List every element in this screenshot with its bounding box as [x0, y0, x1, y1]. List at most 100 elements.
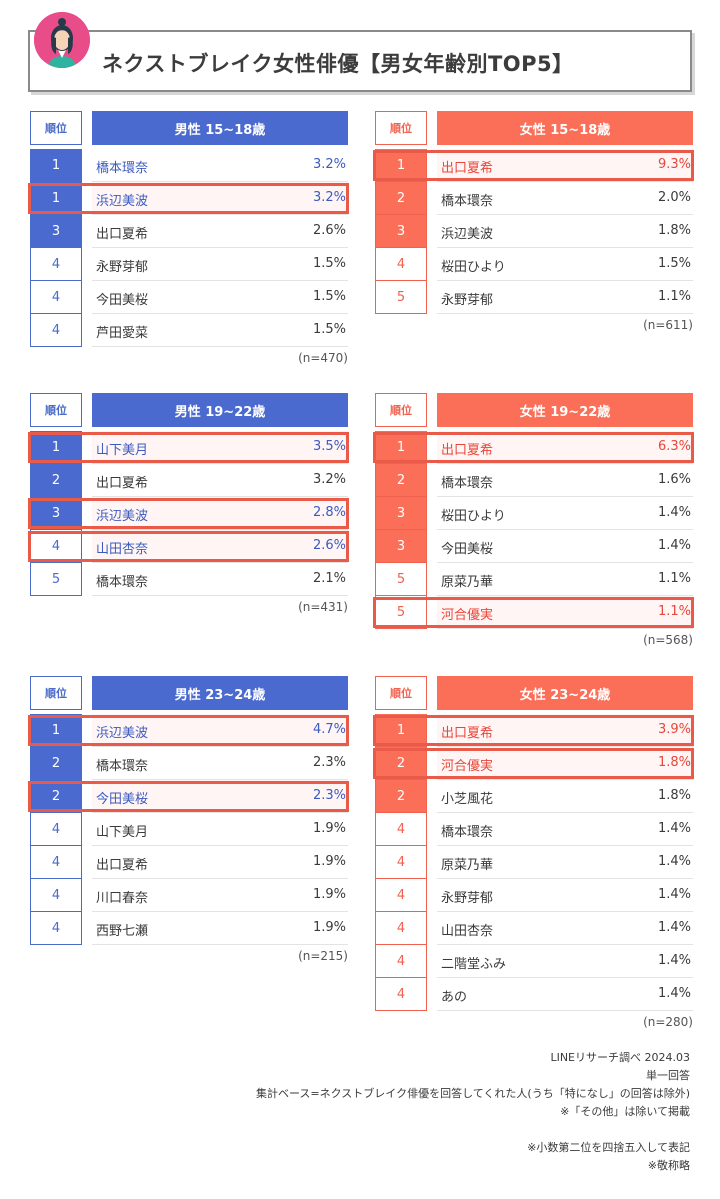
percentage-value: 2.3%: [312, 755, 346, 770]
actress-name: 山田杏奈: [441, 924, 494, 939]
rank-cell: 4: [30, 281, 82, 314]
rank-cell: 4: [30, 846, 82, 879]
table-row: 4 西野七瀬 1.9%: [30, 912, 348, 945]
page-title: ネクストブレイク女性俳優【男女年齢別TOP5】: [102, 52, 574, 76]
actress-name: 永野芽郁: [441, 891, 494, 906]
percentage-value: 2.3%: [312, 788, 346, 803]
entry-cell: 桜田ひより 1.5%: [437, 248, 693, 281]
percentage-value: 4.7%: [312, 722, 346, 737]
entry-cell: 山下美月 1.9%: [92, 813, 348, 846]
percentage-value: 1.4%: [657, 854, 691, 869]
table-row: 4 永野芽郁 1.4%: [375, 879, 693, 912]
rank-cell: 5: [375, 596, 427, 629]
entry-cell: 橋本環奈 2.3%: [92, 747, 348, 780]
table-row: 2 橋本環奈 2.3%: [30, 747, 348, 780]
entry-cell: 桜田ひより 1.4%: [437, 497, 693, 530]
woman-avatar-icon: [34, 12, 90, 68]
group-header: 女性 15~18歳: [437, 111, 693, 145]
percentage-value: 2.1%: [312, 571, 346, 586]
actress-name: 橋本環奈: [441, 825, 494, 840]
rank-cell: 4: [375, 248, 427, 281]
rank-cell: 3: [30, 215, 82, 248]
rank-cell: 1: [375, 714, 427, 747]
rank-cell: 5: [375, 563, 427, 596]
rank-column-header: 順位: [30, 393, 82, 427]
table-row: 1 山下美月 3.5%: [28, 431, 349, 464]
entry-cell: 川口春奈 1.9%: [92, 879, 348, 912]
table-row: 4 原菜乃華 1.4%: [375, 846, 693, 879]
percentage-value: 1.1%: [657, 571, 691, 586]
actress-name: あの: [441, 990, 468, 1005]
actress-name: 出口夏希: [96, 858, 149, 873]
rank-cell: 1: [375, 431, 427, 464]
actress-name: 今田美桜: [96, 792, 149, 807]
percentage-value: 6.3%: [657, 439, 691, 454]
actress-name: 桜田ひより: [441, 260, 506, 275]
rank-cell: 5: [30, 563, 82, 596]
rank-cell: 2: [375, 780, 427, 813]
rank-cell: 4: [30, 813, 82, 846]
rounding-note: ※小数第二位を四捨五入して表記: [527, 1141, 690, 1154]
other-note: ※「その他」は除いて掲載: [560, 1105, 690, 1118]
ranking-table-male-19-22: 順位 男性 19~22歳 1 山下美月 3.5% 2 出口夏希 3.2% 3 浜辺美波 2.8% 4 山…: [28, 393, 349, 614]
rank-cell: 2: [375, 747, 427, 780]
percentage-value: 1.5%: [312, 256, 346, 271]
sample-size: (n=431): [298, 600, 348, 614]
rank-cell: 2: [375, 464, 427, 497]
actress-name: 河合優実: [441, 759, 494, 774]
percentage-value: 9.3%: [657, 157, 691, 172]
percentage-value: 3.2%: [312, 190, 346, 205]
rank-cell: 4: [375, 912, 427, 945]
rank-cell: 1: [375, 149, 427, 182]
entry-cell: 原菜乃華 1.4%: [437, 846, 693, 879]
percentage-value: 2.0%: [657, 190, 691, 205]
rank-cell: 4: [375, 813, 427, 846]
actress-name: 浜辺美波: [441, 227, 494, 242]
actress-name: 出口夏希: [441, 161, 494, 176]
actress-name: 河合優実: [441, 608, 494, 623]
table-row: 3 浜辺美波 1.8%: [375, 215, 693, 248]
sample-size: (n=611): [643, 318, 693, 332]
table-row: 1 浜辺美波 3.2%: [28, 182, 349, 215]
table-row: 3 桜田ひより 1.4%: [375, 497, 693, 530]
group-header: 女性 23~24歳: [437, 676, 693, 710]
percentage-value: 1.9%: [312, 920, 346, 935]
actress-name: 橋本環奈: [96, 161, 149, 176]
entry-cell: 浜辺美波 2.8%: [92, 497, 348, 530]
rank-cell: 4: [30, 530, 82, 563]
group-header: 男性 23~24歳: [92, 676, 348, 710]
sample-size: (n=280): [643, 1015, 693, 1029]
actress-name: 原菜乃華: [441, 575, 494, 590]
rank-cell: 1: [30, 182, 82, 215]
entry-cell: 河合優実 1.1%: [437, 596, 693, 629]
rank-cell: 2: [30, 464, 82, 497]
rank-cell: 4: [30, 879, 82, 912]
rank-column-header: 順位: [375, 111, 427, 145]
sample-size: (n=215): [298, 949, 348, 963]
percentage-value: 1.9%: [312, 854, 346, 869]
actress-name: 永野芽郁: [441, 293, 494, 308]
table-row: 3 浜辺美波 2.8%: [28, 497, 349, 530]
table-row: 4 永野芽郁 1.5%: [30, 248, 348, 281]
entry-cell: 出口夏希 3.9%: [437, 714, 693, 747]
rank-cell: 4: [30, 912, 82, 945]
actress-name: 浜辺美波: [96, 194, 149, 209]
rank-cell: 2: [30, 747, 82, 780]
group-header: 男性 19~22歳: [92, 393, 348, 427]
actress-name: 川口春奈: [96, 891, 149, 906]
entry-cell: 橋本環奈 2.0%: [437, 182, 693, 215]
rank-cell: 1: [30, 149, 82, 182]
base-note: 集計ベース=ネクストブレイク俳優を回答してくれた人(うち「特になし」の回答は除外…: [255, 1087, 690, 1100]
entry-cell: 出口夏希 1.9%: [92, 846, 348, 879]
table-row: 4 芦田愛菜 1.5%: [30, 314, 348, 347]
rank-cell: 4: [375, 846, 427, 879]
rank-cell: 4: [375, 978, 427, 1011]
table-row: 1 出口夏希 3.9%: [373, 714, 694, 747]
table-row: 4 川口春奈 1.9%: [30, 879, 348, 912]
actress-name: 芦田愛菜: [96, 326, 149, 341]
title-banner: ネクストブレイク女性俳優【男女年齢別TOP5】: [28, 30, 692, 92]
percentage-value: 3.5%: [312, 439, 346, 454]
entry-cell: 出口夏希 2.6%: [92, 215, 348, 248]
table-row: 5 河合優実 1.1%: [373, 596, 694, 629]
ranking-table-female-19-22: 順位 女性 19~22歳 1 出口夏希 6.3% 2 橋本環奈 1.6% 3 桜田ひより 1.4% 3…: [373, 393, 694, 647]
